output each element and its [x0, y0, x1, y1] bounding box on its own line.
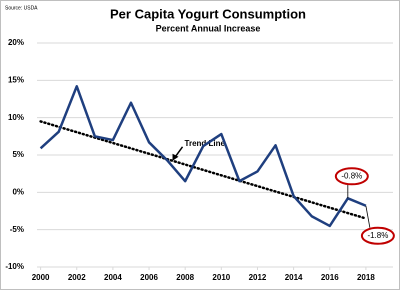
x-tick-label: 2006 — [140, 273, 158, 282]
source-note: Source: USDA — [5, 5, 38, 11]
x-tick-label: 2016 — [321, 273, 339, 282]
x-tick-label: 2000 — [32, 273, 50, 282]
x-tick-label: 2004 — [104, 273, 122, 282]
data-label: -1.8% — [367, 231, 388, 240]
chart-title: Per Capita Yogurt Consumption — [110, 6, 306, 21]
y-tick-label: 20% — [8, 38, 24, 47]
chart-subtitle: Percent Annual Increase — [156, 23, 261, 33]
y-tick-label: -10% — [5, 262, 24, 271]
data-label: -0.8% — [341, 171, 362, 180]
x-tick-label: 2012 — [249, 273, 267, 282]
y-tick-label: -5% — [10, 225, 24, 234]
label-circle — [360, 226, 395, 245]
series-line — [39, 85, 367, 228]
x-tick-label: 2008 — [176, 273, 194, 282]
x-tick-label: 2018 — [357, 273, 375, 282]
trend-arrow-head — [172, 153, 179, 161]
x-tick-label: 2010 — [212, 273, 230, 282]
y-tick-label: 10% — [8, 113, 24, 122]
y-tick-label: 5% — [12, 150, 24, 159]
x-tick-label: 2014 — [285, 273, 303, 282]
x-tick-label: 2002 — [68, 273, 86, 282]
y-tick-label: 0% — [12, 187, 24, 196]
label-circle — [334, 167, 369, 186]
y-tick-label: 15% — [8, 75, 24, 84]
label-leader — [365, 205, 371, 228]
